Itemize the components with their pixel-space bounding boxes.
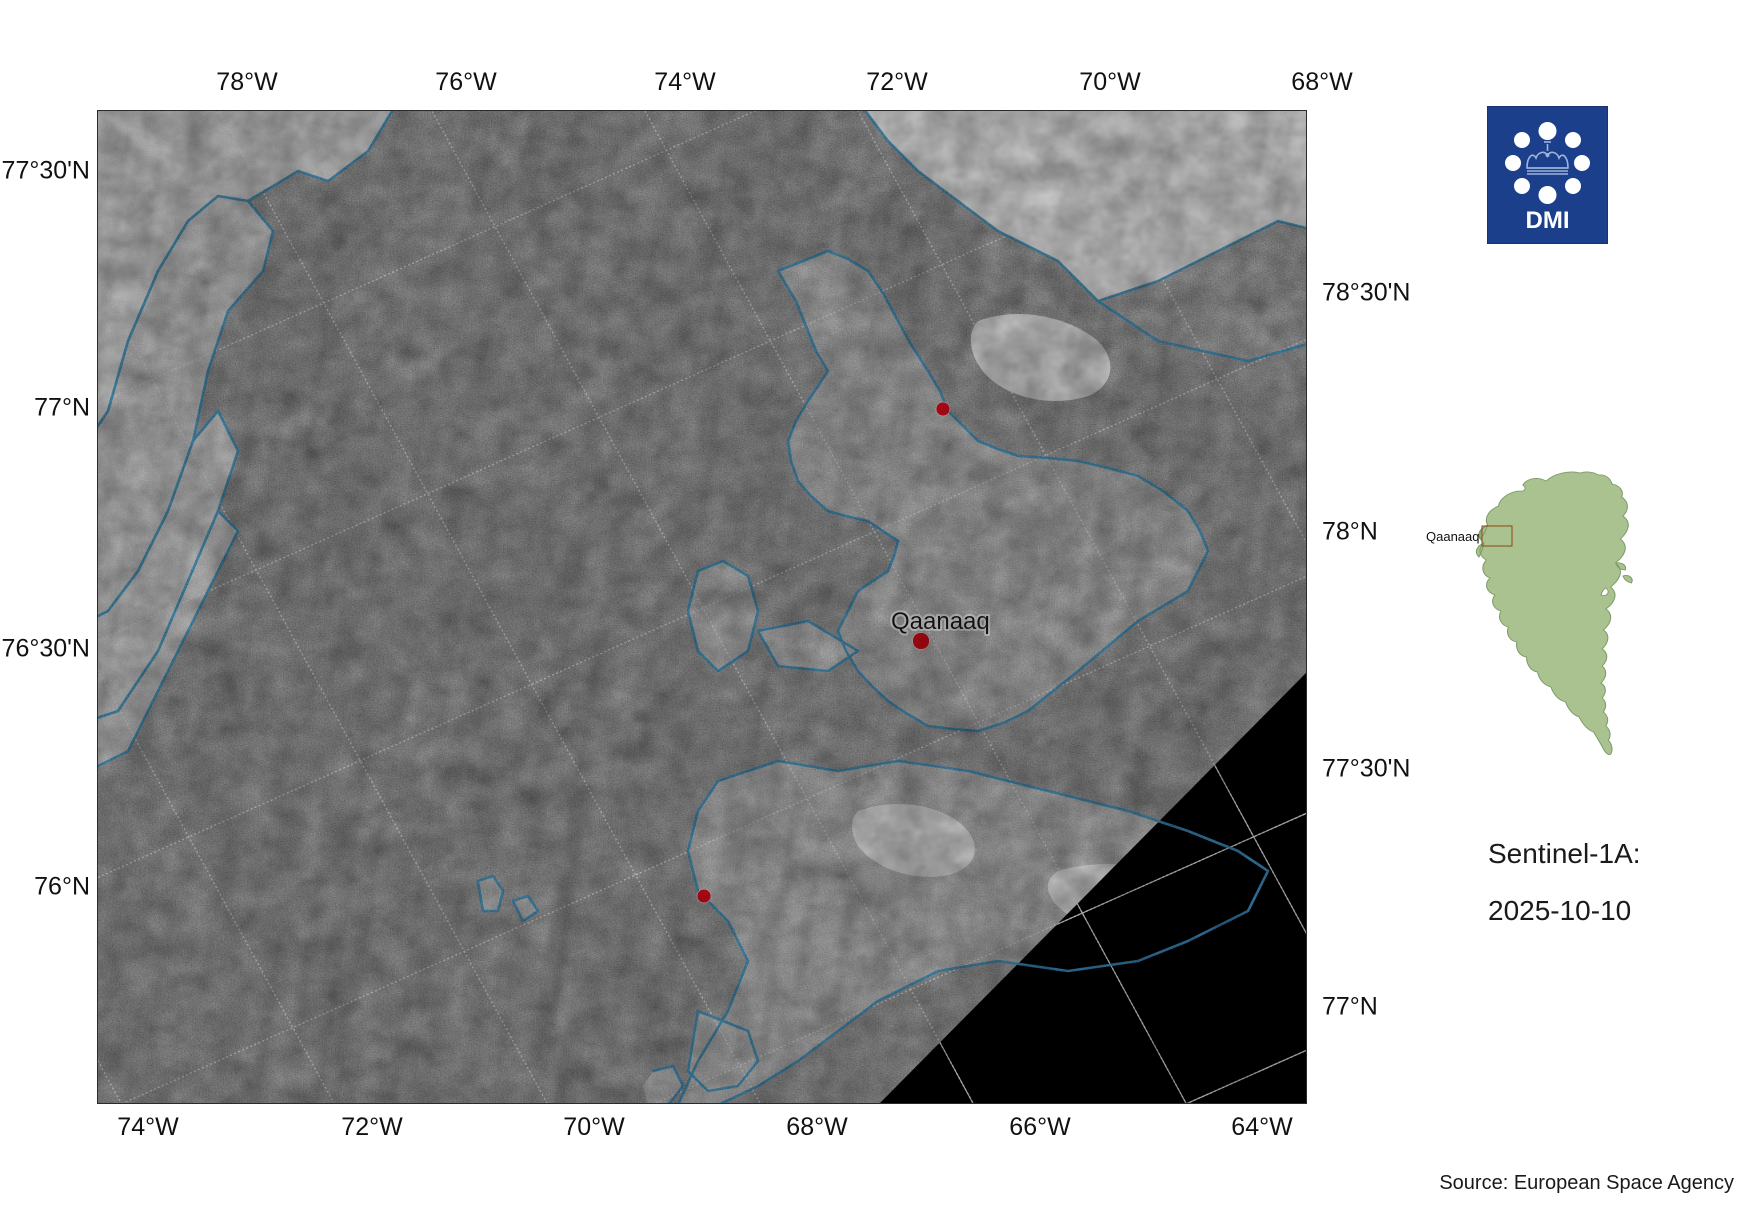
- svg-text:Qaanaaq: Qaanaaq: [1426, 529, 1480, 544]
- svg-text:DMI: DMI: [1526, 207, 1570, 234]
